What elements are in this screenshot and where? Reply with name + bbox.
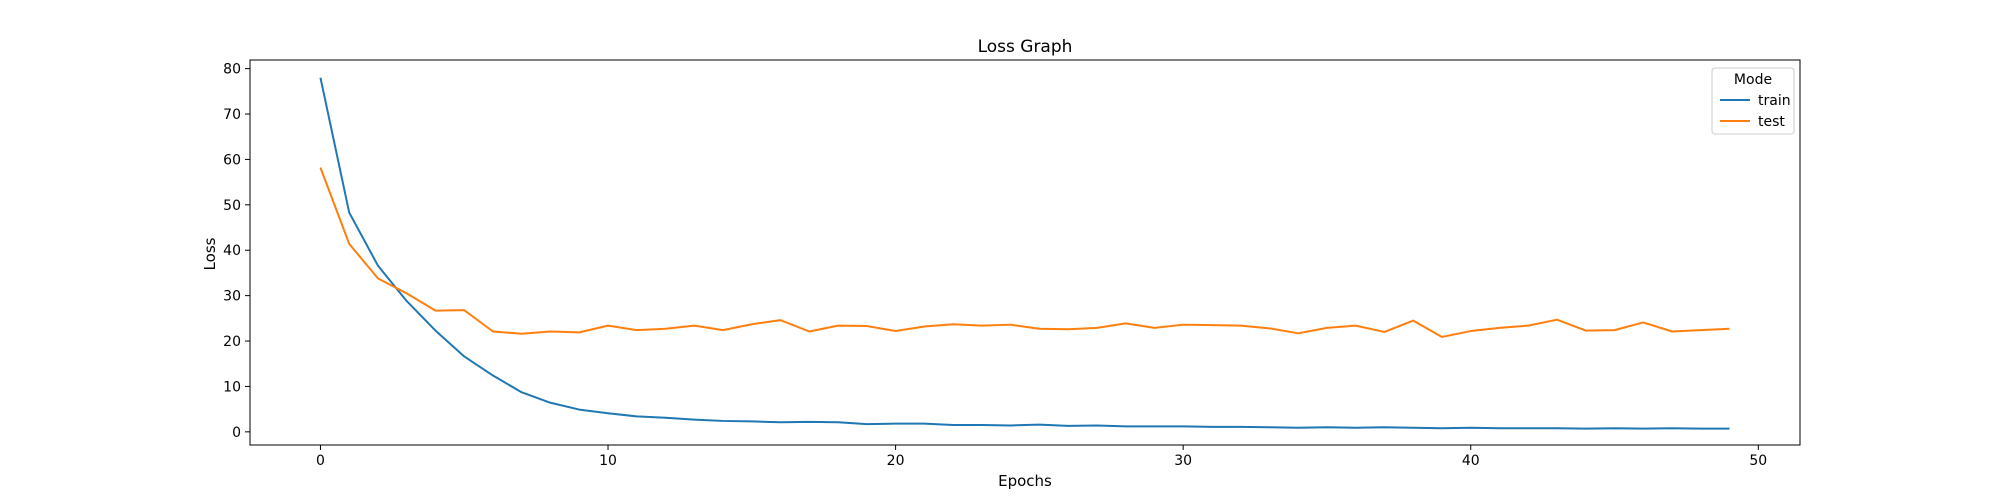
y-tick-label: 30 [223,289,241,305]
legend-label-test: test [1758,114,1785,130]
y-tick-label: 0 [232,425,241,441]
y-tick-label: 70 [223,107,241,123]
y-axis-title: Loss [201,237,219,270]
legend: Mode train test [1711,67,1795,135]
x-tick-label: 10 [599,453,617,469]
y-tick-label: 40 [223,243,241,259]
legend-label-train: train [1758,93,1791,109]
y-tick-label: 80 [223,62,241,78]
x-tick-label: 30 [1174,453,1192,469]
y-tick-label: 60 [223,152,241,168]
chart-title: Loss Graph [978,37,1073,57]
y-tick-label: 20 [223,334,241,350]
series-lines [319,77,1730,430]
y-tick-label: 50 [223,198,241,214]
x-tick-label: 0 [316,453,325,469]
x-axis-title: Epochs [998,472,1052,490]
x-tick-label: 20 [887,453,905,469]
x-tick-label: 50 [1749,453,1767,469]
plot-frame [249,59,1801,446]
x-tick-label: 40 [1462,453,1480,469]
legend-title: Mode [1734,72,1772,88]
legend-box [1711,67,1795,135]
series-line-train [319,77,1730,430]
x-axis-ticks: 0 10 20 30 40 50 [316,445,1767,469]
y-axis-ticks: 0 10 20 30 40 50 60 70 80 [223,62,250,441]
series-line-test [319,167,1730,338]
legend-entries: train test [1720,93,1791,130]
y-tick-label: 10 [223,379,241,395]
